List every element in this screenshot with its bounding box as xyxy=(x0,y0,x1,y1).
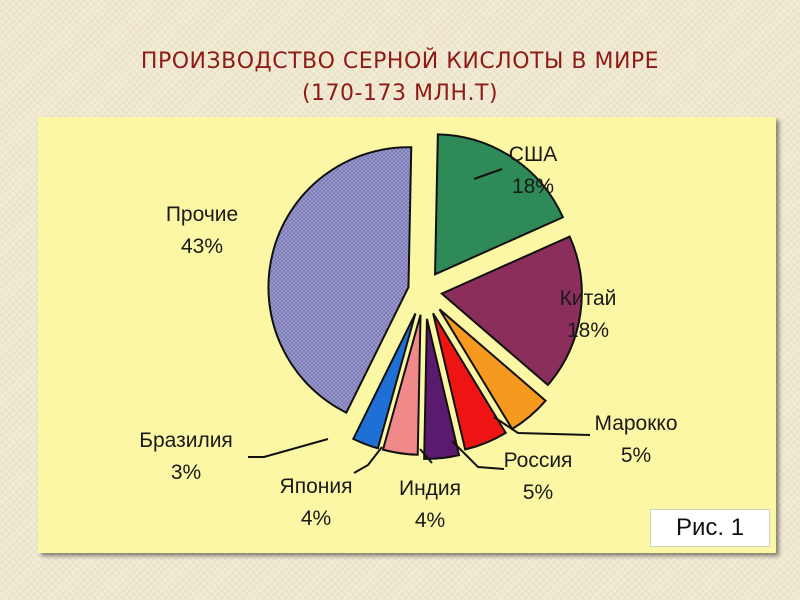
slice-value-марокко: 5% xyxy=(621,444,651,467)
leader-line-индия xyxy=(419,448,433,464)
pie-chart: США 18% Китай 18% Марокко 5% Россия 5% Индия 4% Яп… xyxy=(139,133,678,532)
figure-label: Рис. 1 xyxy=(650,509,770,547)
pie-slice-прочие xyxy=(267,146,413,414)
pie-slice-китай xyxy=(439,235,583,387)
slice-value-бразилия: 3% xyxy=(171,461,201,484)
slice-label-бразилия: Бразилия xyxy=(139,429,233,452)
slice-label-япония: Япония xyxy=(280,475,353,498)
slice-value-россия: 5% xyxy=(523,481,553,504)
pie-slice-россия xyxy=(432,312,508,451)
slice-value-япония: 4% xyxy=(301,507,331,530)
leader-line-россия xyxy=(451,440,505,470)
chart-title-line-1: ПРОИЗВОДСТВО СЕРНОЙ КИСЛОТЫ В МИРЕ xyxy=(140,49,660,74)
slice-value-прочие: 43% xyxy=(181,235,223,258)
pie-slice-бразилия xyxy=(351,312,417,450)
slice-label-россия: Россия xyxy=(504,449,573,472)
slice-label-индия: Индия xyxy=(399,477,461,500)
slice-value-индия: 4% xyxy=(415,509,445,532)
slice-label-прочие: Прочие xyxy=(166,203,238,226)
pie-slice-сша xyxy=(434,133,565,276)
pie-slice-индия xyxy=(423,318,461,460)
slice-value-сша: 18% xyxy=(512,175,554,198)
leader-line-бразилия xyxy=(248,438,329,458)
chart-title: ПРОИЗВОДСТВО СЕРНОЙ КИСЛОТЫ В МИРЕ (170-… xyxy=(0,46,800,110)
slice-label-китай: Китай xyxy=(560,287,617,310)
slice-value-китай: 18% xyxy=(567,319,609,342)
chart-title-line-2: (170-173 МЛН.Т) xyxy=(301,81,499,106)
slice-label-марокко: Марокко xyxy=(594,412,677,435)
leader-line-япония xyxy=(353,446,383,474)
slice-label-сша: США xyxy=(509,143,557,166)
leader-line-сша xyxy=(473,168,503,180)
leader-line-марокко xyxy=(493,416,591,436)
chart-panel: США 18% Китай 18% Марокко 5% Россия 5% Индия 4% Яп… xyxy=(38,117,776,553)
pie-slice-япония xyxy=(381,314,422,456)
